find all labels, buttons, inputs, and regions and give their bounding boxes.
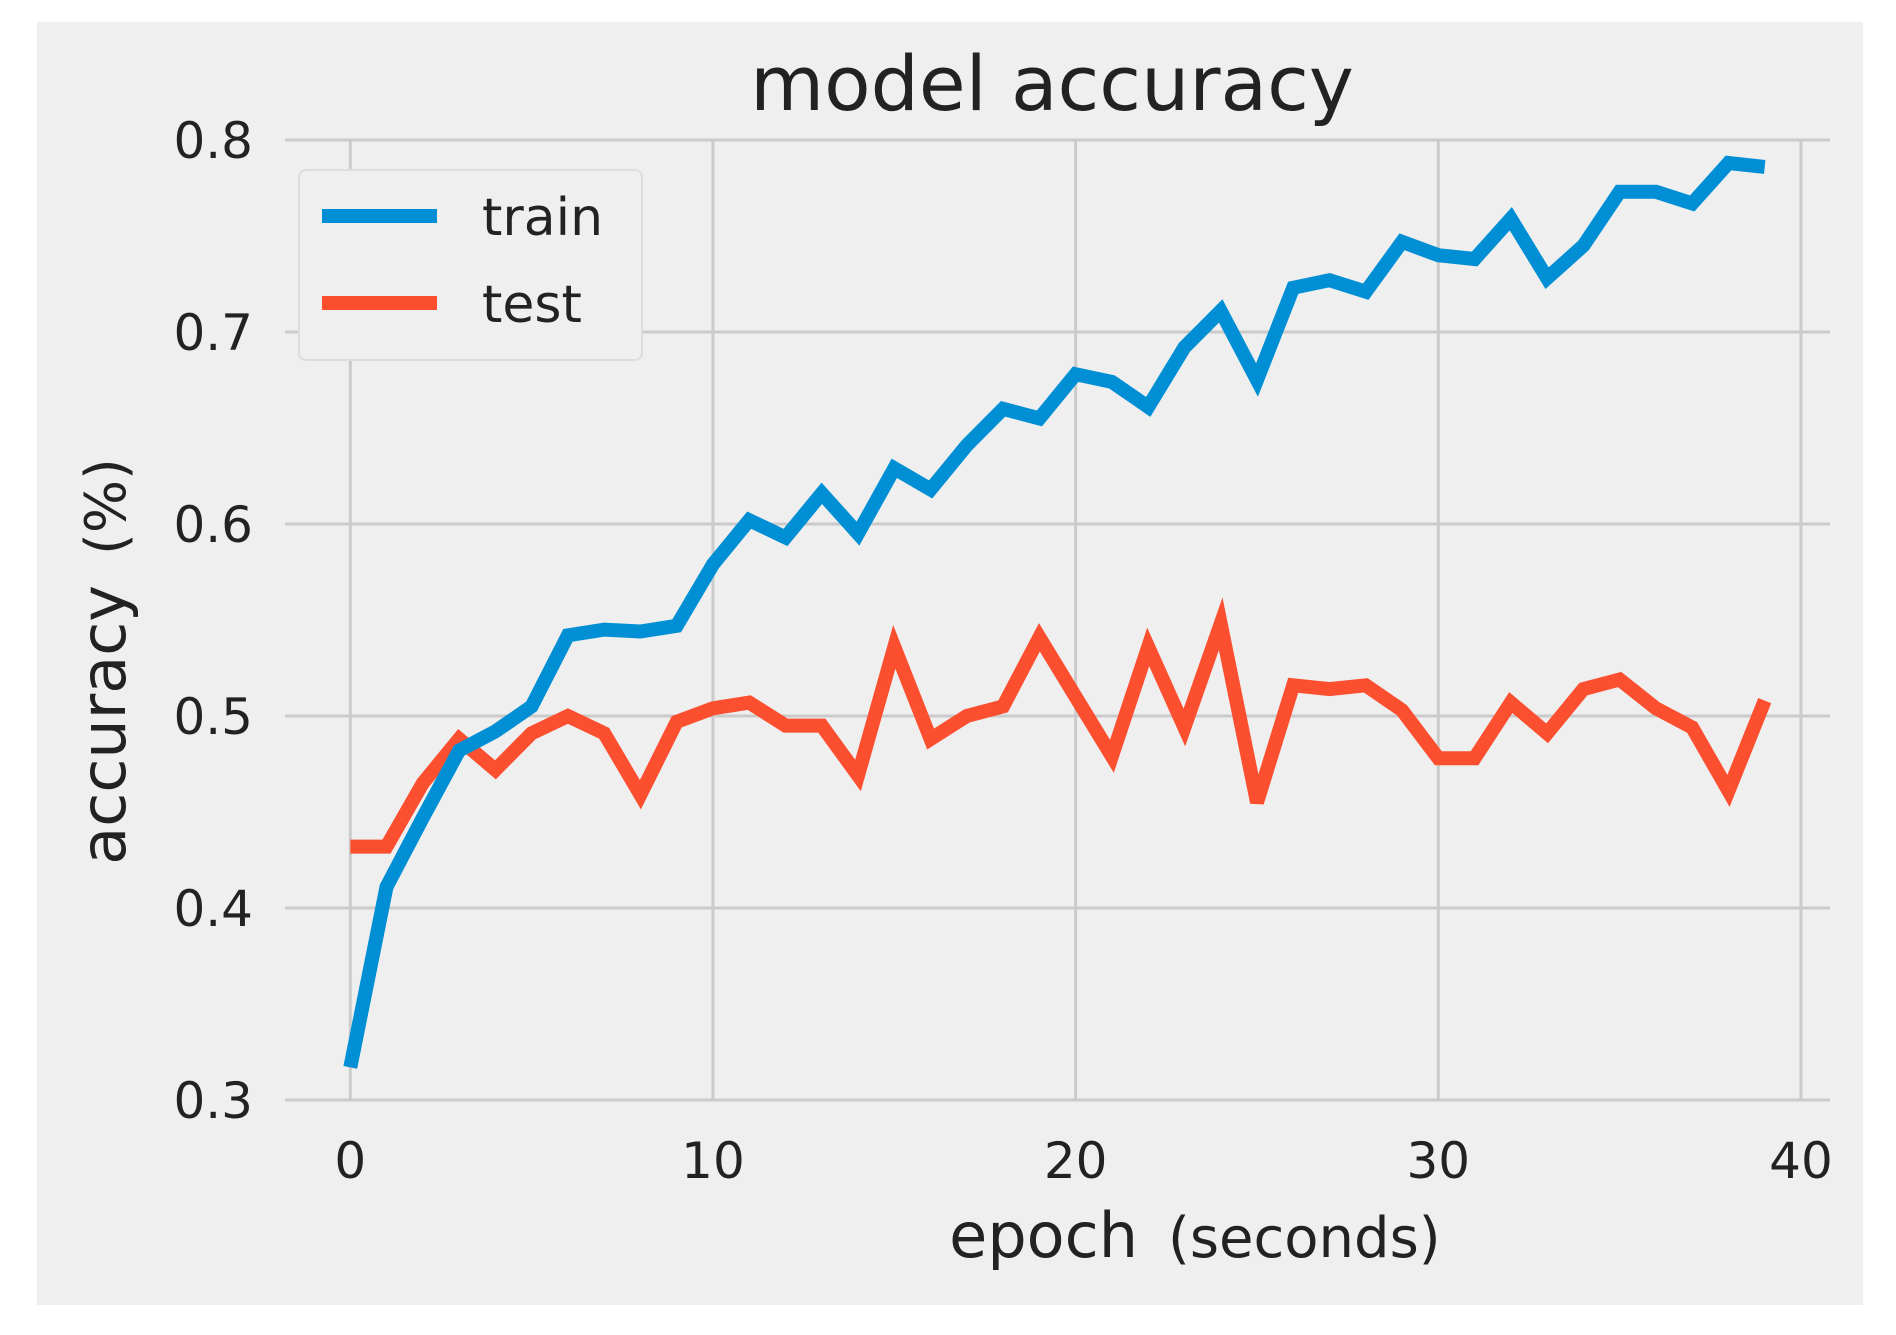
legend-train-label: train <box>482 188 603 248</box>
x-axis-label: epoch <box>949 1199 1138 1272</box>
y-tick-label: 0.4 <box>173 880 253 938</box>
grid-lines <box>285 138 1830 1102</box>
x-tick-label: 40 <box>1769 1132 1833 1190</box>
y-tick-label: 0.7 <box>173 304 253 362</box>
x-tick-label: 30 <box>1406 1132 1470 1190</box>
x-tick-labels: 0 10 20 30 40 <box>334 1132 1832 1190</box>
x-axis-unit: (seconds) <box>1168 1206 1441 1271</box>
y-tick-label: 0.6 <box>173 496 253 554</box>
chart-title: model accuracy <box>750 39 1354 128</box>
y-tick-label: 0.8 <box>173 112 253 170</box>
legend-test-label: test <box>482 275 582 335</box>
y-axis-label: accuracy <box>67 585 140 865</box>
y-axis-unit: (%) <box>74 458 139 555</box>
y-tick-labels: 0.3 0.4 0.5 0.6 0.7 0.8 <box>173 112 253 1130</box>
x-tick-label: 20 <box>1044 1132 1108 1190</box>
series-lines <box>343 155 1772 1069</box>
x-tick-label: 0 <box>334 1132 366 1190</box>
y-tick-label: 0.5 <box>173 688 253 746</box>
series-line-test <box>350 597 1772 854</box>
y-tick-label: 0.3 <box>173 1072 253 1130</box>
series-line-train <box>343 155 1766 1069</box>
legend: train test <box>298 169 643 361</box>
x-tick-label: 10 <box>681 1132 745 1190</box>
